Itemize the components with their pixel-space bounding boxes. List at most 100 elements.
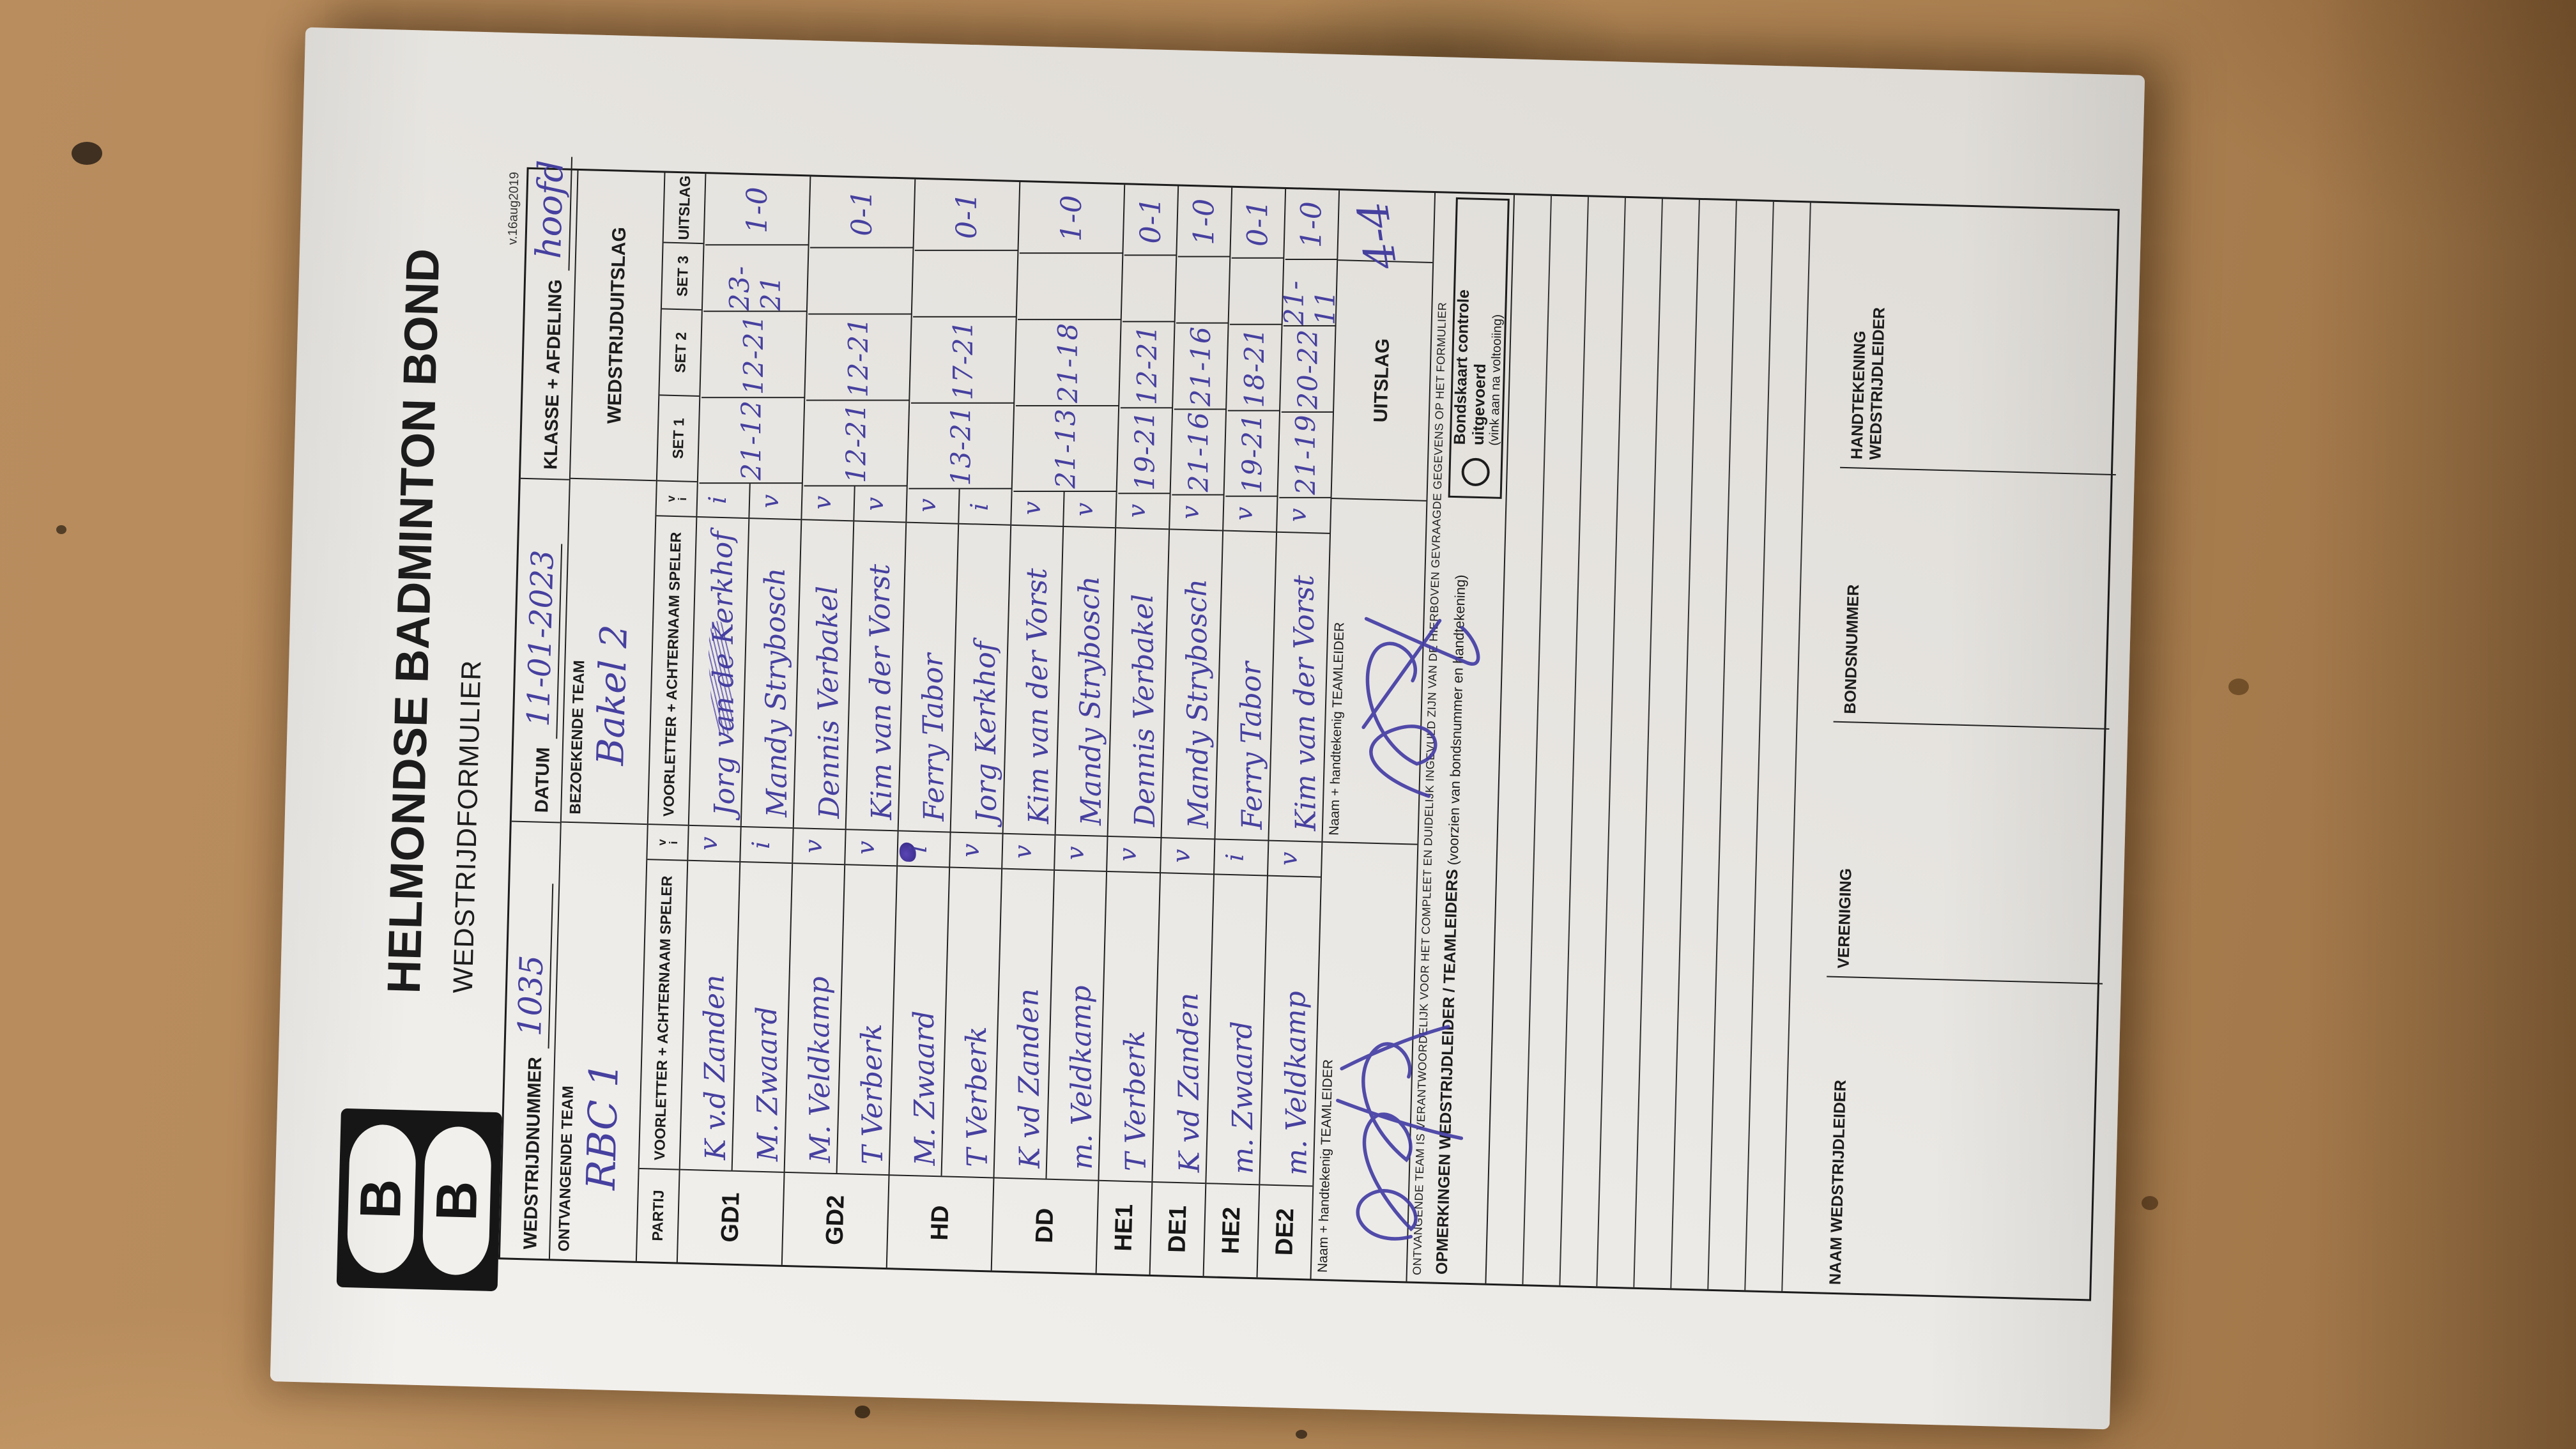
form-subtitle: WEDSTRIJDFORMULIER: [447, 659, 487, 994]
footer-vereniging: VERENIGING: [1827, 722, 2110, 985]
player-name: Mandy Strybosch: [1180, 579, 1215, 829]
bondskaart-box: Bondskaart controle uitgevoerd (vink aan…: [1448, 197, 1510, 499]
desk-shadow-band: [2308, 0, 2576, 1449]
player-name-cell: M. Veldkamp: [785, 864, 845, 1172]
guest-player-header: VOORLETTER + ACHTERNAAM SPELER: [648, 516, 696, 827]
away-team-cell: BEZOEKENDE TEAM Bakel 2: [561, 479, 656, 825]
home-team-value: RBC 1: [577, 1061, 627, 1191]
desk-spot: [855, 1406, 870, 1418]
home-team-cell: ONTVANGENDE TEAM RBC 1: [550, 823, 647, 1261]
player-check-column: v: [1116, 493, 1170, 530]
player-name: Kim van der Vorst: [1020, 568, 1055, 825]
player-name-column: Ferry Tabor Jorg Kerkhof: [898, 523, 1011, 835]
footer-handtekening: HANDTEKENING WEDSTRIJDLEIDER: [1840, 203, 2123, 475]
player-name: Ferry Tabor: [916, 653, 951, 822]
paper-form: B B HELMONDSE BADMINTON BOND WEDSTRIJDFO…: [270, 27, 2145, 1430]
partij-cell: HE1: [1110, 1204, 1138, 1252]
set-score-cell: 21-11: [1278, 259, 1341, 327]
player-check-mark: v: [1229, 506, 1259, 521]
player-check-column: v: [1268, 841, 1322, 878]
player-check-cell: i: [958, 489, 1011, 525]
match-uitslag-cell: 0-1: [1124, 185, 1177, 256]
player-name: T Verberk: [960, 1025, 994, 1167]
player-name: m. Veldkamp: [1279, 990, 1314, 1176]
player-check-mark: i: [1220, 853, 1249, 862]
player-check-column: v: [1161, 838, 1215, 875]
player-name-column: M. Zwaard T Verberk: [889, 866, 1002, 1178]
player-name-column: K vd Zanden m. Veldkamp: [994, 869, 1107, 1181]
player-check-mark: v: [956, 843, 985, 858]
away-team-label: BEZOEKENDE TEAM: [567, 659, 588, 815]
player-name: m. Veldkamp: [1064, 985, 1099, 1170]
player-name: Kim van der Vorst: [863, 564, 899, 821]
player-name-cell: M. Zwaard: [731, 862, 792, 1172]
result-header: WEDSTRIJDUITSLAG: [570, 170, 664, 482]
desk-spot: [2142, 1196, 2158, 1210]
set-score-cell: [808, 248, 912, 315]
player-name-cell: Mandy Strybosch: [1054, 527, 1116, 836]
set-score-cell: 12-21: [1120, 322, 1173, 409]
player-name-column: Mandy Strybosch: [1162, 530, 1223, 840]
set-score-cell: 20-22: [1281, 326, 1334, 413]
guest-teamleader-cell: Naam + handtekenig TEAMLEIDER: [1322, 499, 1480, 846]
player-name-cell: Dennis Verbakel: [1108, 528, 1169, 837]
player-name-column: m. Zwaard: [1206, 875, 1267, 1185]
player-name-cell: K v.d Zanden: [680, 861, 740, 1170]
player-name: Mandy Strybosch: [1073, 576, 1108, 826]
set-score-cell: [1176, 257, 1229, 324]
player-name: Kim van der Vorst: [1287, 575, 1322, 832]
logo-lens-top: B: [346, 1124, 417, 1274]
player-name-cell: Kim van der Vorst: [1269, 533, 1330, 841]
partij-cell: HE2: [1216, 1206, 1245, 1255]
player-check-mark: v: [1017, 501, 1046, 516]
match-uitslag-cell: 1-0: [1285, 189, 1338, 260]
player-check-cell: v: [1116, 493, 1169, 528]
bondskaart-title: Bondskaart controle uitgevoerd: [1450, 289, 1489, 446]
set-score-cell: 19-21: [1118, 408, 1171, 494]
player-name-cell: Mandy Strybosch: [1162, 530, 1223, 838]
set-score-cell: 21-12: [699, 397, 803, 484]
player-name: Jorg Kerkhof: [969, 641, 1004, 824]
set-score-cell: [913, 250, 1017, 318]
player-check-cell: v: [793, 829, 845, 864]
player-name-cell: M. Zwaard: [890, 867, 949, 1176]
guest-signature-label: Naam + handtekenig TEAMLEIDER: [1326, 622, 1347, 836]
player-name-cell: Kim van der Vorst: [845, 521, 906, 831]
player-name: T Verberk: [1118, 1030, 1153, 1171]
player-name-cell: T Verberk: [940, 868, 1002, 1177]
player-check-cell: v: [1268, 841, 1321, 877]
total-uitslag-cell: 4-4: [1338, 190, 1435, 272]
player-check-cell: v: [1107, 837, 1160, 872]
player-name-column: Dennis Verbakel: [1108, 528, 1169, 839]
field-datum: DATUM 11-01-2023: [511, 479, 569, 824]
logo-letter: B: [348, 1178, 414, 1220]
klasse-label: KLASSE + AFDELING: [540, 279, 567, 470]
player-name-cell: Ferry Tabor: [1215, 532, 1276, 840]
player-check-mark: v: [1113, 847, 1142, 862]
set-score-cell: [1229, 258, 1282, 325]
partij-cell: DD: [1031, 1208, 1059, 1244]
player-name: M. Zwaard: [907, 1009, 942, 1166]
player-check-cell: v: [1054, 836, 1107, 871]
logo-letter: B: [424, 1180, 490, 1222]
player-check-mark: v: [1283, 507, 1312, 523]
player-name-cell: m. Veldkamp: [1260, 877, 1321, 1185]
match-uitslag-cell: 1-0: [1177, 187, 1230, 257]
player-check-mark: v: [1070, 502, 1099, 517]
set2-header: SET 2: [659, 309, 702, 397]
field-klasse: KLASSE + AFDELING hoofd: [520, 156, 578, 480]
set3-header: SET 3: [661, 243, 703, 311]
player-name-column: Kim van der Vorst Mandy Strybosch: [1003, 525, 1116, 838]
partij-cell: DE1: [1163, 1205, 1192, 1254]
match-uitslag-cell: 1-0: [1019, 183, 1123, 254]
set-score-cell: 18-21: [1227, 325, 1280, 411]
desk-spot: [1296, 1430, 1307, 1439]
set-score-cell: 21-16: [1172, 410, 1225, 496]
klasse-value: hoofd: [528, 156, 573, 271]
remarks-lines: [1486, 195, 1846, 1292]
bondskaart-text: Bondskaart controle uitgevoerd (vink aan…: [1451, 210, 1508, 446]
